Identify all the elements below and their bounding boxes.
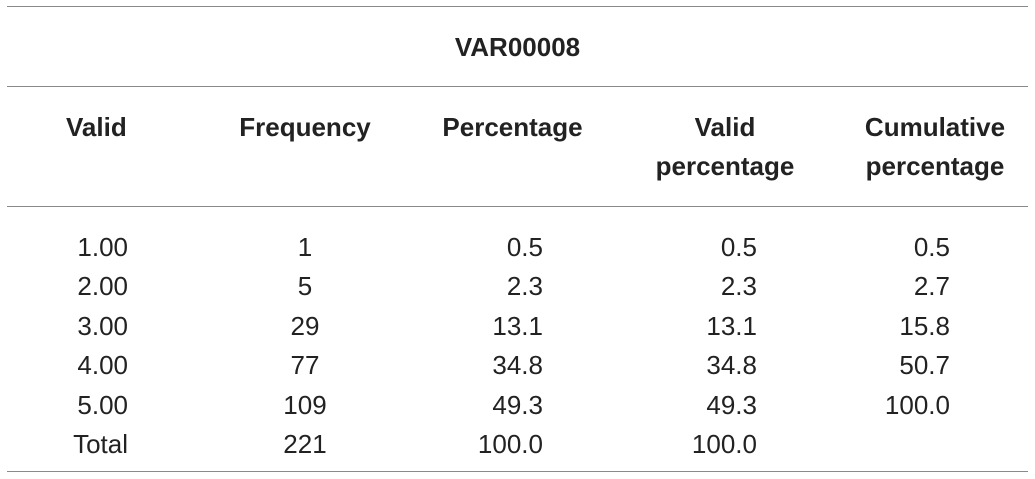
cell: 0.5 [913,232,950,262]
title-rule [7,86,1028,87]
cell: 0.5 [506,232,543,262]
row-label: 3.00 [77,310,128,341]
cell: 13.1 [706,310,757,341]
cell: 0.5 [720,232,757,262]
column-header: Valid [66,112,127,142]
cell: 13.1 [492,310,543,341]
row-label: 5.00 [77,389,128,420]
column-header: Valid percentage [655,112,795,181]
top-rule [7,6,1028,7]
row-label: 4.00 [77,350,128,381]
cell: 1 [297,232,313,262]
row-label: 1.00 [77,232,128,262]
row-label: 2.00 [77,271,128,302]
cell: 77 [290,350,320,381]
cell: 34.8 [492,350,543,381]
column-header: Frequency [239,112,371,142]
cell: 49.3 [706,389,757,420]
cell: 50.7 [899,350,950,381]
cell: 29 [290,310,320,341]
cell: 2.7 [913,271,950,302]
cell: 100.0 [477,429,543,459]
column-header: Cumulative percentage [864,112,1006,181]
row-label: Total [73,429,128,459]
cell: 2.3 [720,271,757,302]
cell: 100.0 [691,429,757,459]
column-header: Percentage [442,112,583,142]
table-title: VAR00008 [454,32,581,62]
bottom-rule [7,471,1028,472]
cell: 100.0 [884,389,950,420]
header-rule [7,206,1028,207]
cell: 5 [297,271,313,302]
cell: 49.3 [492,389,543,420]
cell: 2.3 [506,271,543,302]
cell: 34.8 [706,350,757,381]
cell: 15.8 [899,310,950,341]
cell: 109 [283,389,327,420]
cell: 221 [283,429,327,459]
